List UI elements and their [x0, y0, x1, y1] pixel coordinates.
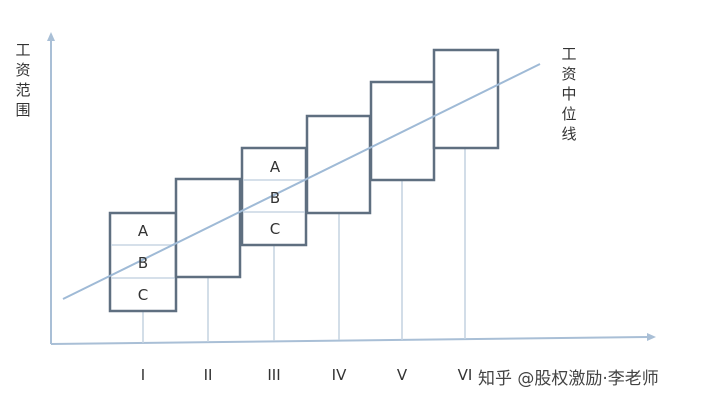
x-axis — [50, 336, 651, 345]
grade-box-vi — [432, 48, 500, 150]
watermark: 知乎 @股权激励·李老师 — [472, 362, 665, 391]
grade-i-sub-b: B — [137, 254, 149, 272]
y-axis-label: 工资范围 — [15, 41, 31, 119]
grade-label-v: V — [396, 366, 408, 384]
median-line — [62, 63, 541, 300]
grade-box-iii — [240, 146, 308, 247]
grade-i-sub-c: C — [137, 286, 149, 304]
grade-iii-sub-c: C — [269, 220, 281, 238]
grade-box-iv — [305, 114, 372, 215]
grade-box-i — [108, 211, 178, 313]
grade-label-vi: VI — [457, 366, 473, 384]
grade-label-iii: III — [267, 366, 281, 384]
grade-iii-sub-a: A — [269, 158, 281, 176]
grade-label-iv: IV — [331, 366, 347, 384]
x-axis-arrow — [647, 333, 656, 341]
grade-label-ii: II — [203, 366, 213, 384]
y-axis-arrow — [47, 32, 55, 41]
grade-iii-sub-b: B — [269, 189, 281, 207]
median-line-label: 工资中位线 — [561, 45, 577, 143]
grade-i-sub-a: A — [137, 222, 149, 240]
grade-label-i: I — [140, 366, 146, 384]
